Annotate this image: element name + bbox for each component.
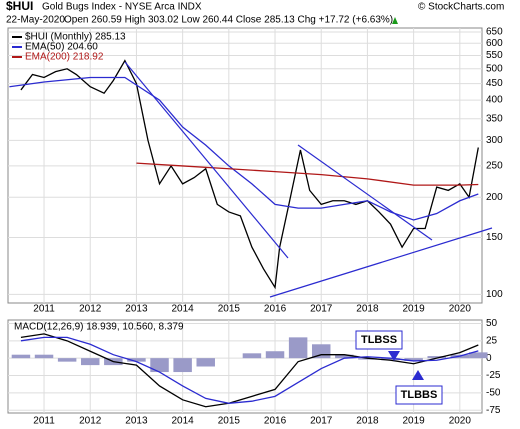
date: 22-May-2020 bbox=[6, 15, 65, 26]
histogram-bar bbox=[242, 353, 262, 359]
y-tick-label: -50 bbox=[486, 388, 501, 399]
trendline bbox=[124, 61, 289, 259]
y-tick-label: 400 bbox=[486, 95, 503, 106]
histogram-bar bbox=[427, 356, 446, 359]
y-tick-label: 50 bbox=[486, 318, 498, 329]
credit: © StockCharts.com bbox=[418, 2, 504, 13]
histogram-bar bbox=[196, 358, 215, 367]
histogram-bar bbox=[358, 358, 377, 360]
annotation: TLBBS bbox=[401, 389, 438, 401]
y-tick-label: 550 bbox=[486, 50, 503, 61]
histogram-bar bbox=[404, 358, 423, 361]
y-tick-label: -25 bbox=[486, 370, 501, 381]
plot-layer: 1001502002503003504004505005506006502011… bbox=[8, 27, 503, 427]
x-tick-label: 2015 bbox=[218, 416, 241, 427]
macd-line bbox=[20, 336, 479, 404]
x-tick-label: 2018 bbox=[356, 416, 379, 427]
x-tick-label: 2017 bbox=[310, 416, 333, 427]
price-line bbox=[9, 76, 479, 221]
y-tick-label: 150 bbox=[486, 232, 503, 243]
histogram-bar bbox=[57, 358, 77, 362]
x-tick-label: 2014 bbox=[172, 304, 195, 315]
x-tick-label: 2017 bbox=[310, 304, 333, 315]
x-tick-label: 2013 bbox=[125, 304, 148, 315]
trendline bbox=[269, 227, 493, 298]
annotation-box bbox=[355, 330, 403, 350]
y-tick-label: 250 bbox=[486, 161, 503, 172]
histogram-bar bbox=[265, 351, 285, 359]
histogram-bar bbox=[34, 354, 54, 359]
x-tick-label: 2016 bbox=[264, 416, 287, 427]
legend-label: $HUI (Monthly) 285.13 bbox=[25, 32, 126, 43]
x-tick-label: 2019 bbox=[403, 416, 426, 427]
price-line bbox=[20, 59, 479, 290]
histogram-bar bbox=[469, 352, 488, 359]
x-tick-label: 2020 bbox=[449, 416, 472, 427]
symbol: $HUI bbox=[6, 0, 33, 13]
x-tick-label: 2014 bbox=[172, 416, 195, 427]
y-tick-label: 350 bbox=[486, 113, 503, 124]
x-tick-label: 2018 bbox=[356, 304, 379, 315]
y-tick-label: 300 bbox=[486, 135, 503, 146]
annotation-box bbox=[395, 385, 443, 405]
quote: Open 260.59 High 303.02 Low 260.44 Close… bbox=[64, 15, 393, 26]
y-tick-label: 100 bbox=[486, 289, 503, 300]
macd-panel bbox=[7, 319, 483, 414]
x-tick-label: 2013 bbox=[125, 416, 148, 427]
histogram-bar bbox=[11, 354, 31, 359]
y-tick-label: 0 bbox=[486, 353, 492, 364]
index-name: Gold Bugs Index - NYSE Arca INDX bbox=[42, 2, 202, 13]
macd-line bbox=[20, 333, 479, 408]
x-tick-label: 2020 bbox=[449, 304, 472, 315]
histogram-bar bbox=[127, 358, 146, 362]
y-tick-label: 600 bbox=[486, 38, 503, 49]
macd-title: MACD(12,26,9) 18.939, 10.560, 8.379 bbox=[14, 322, 184, 333]
x-tick-label: 2011 bbox=[33, 416, 55, 427]
y-tick-label: 200 bbox=[486, 192, 503, 203]
trendline bbox=[297, 144, 433, 241]
legend-label: EMA(200) 218.92 bbox=[25, 52, 104, 63]
up-arrow bbox=[392, 17, 398, 24]
x-tick-label: 2012 bbox=[79, 304, 102, 315]
arrow bbox=[412, 370, 424, 380]
histogram-bar bbox=[173, 358, 192, 373]
histogram-bar bbox=[80, 358, 100, 366]
histogram-bar bbox=[288, 337, 308, 359]
x-tick-label: 2019 bbox=[403, 304, 426, 315]
annotation: TLBSS bbox=[361, 334, 397, 346]
y-tick-label: 650 bbox=[486, 27, 503, 38]
price-line bbox=[136, 162, 479, 186]
x-tick-label: 2016 bbox=[264, 304, 287, 315]
y-tick-label: -75 bbox=[486, 405, 501, 416]
histogram-bar bbox=[381, 358, 400, 361]
y-tick-label: 450 bbox=[486, 78, 503, 89]
x-tick-label: 2011 bbox=[33, 304, 55, 315]
histogram-bar bbox=[335, 354, 354, 359]
x-tick-label: 2012 bbox=[79, 416, 102, 427]
arrow bbox=[388, 351, 400, 361]
legend-label: EMA(50) 204.60 bbox=[25, 42, 98, 53]
histogram-bar bbox=[150, 358, 169, 373]
x-tick-label: 2015 bbox=[218, 304, 241, 315]
y-tick-label: 25 bbox=[486, 335, 498, 346]
y-tick-label: 500 bbox=[486, 63, 503, 74]
